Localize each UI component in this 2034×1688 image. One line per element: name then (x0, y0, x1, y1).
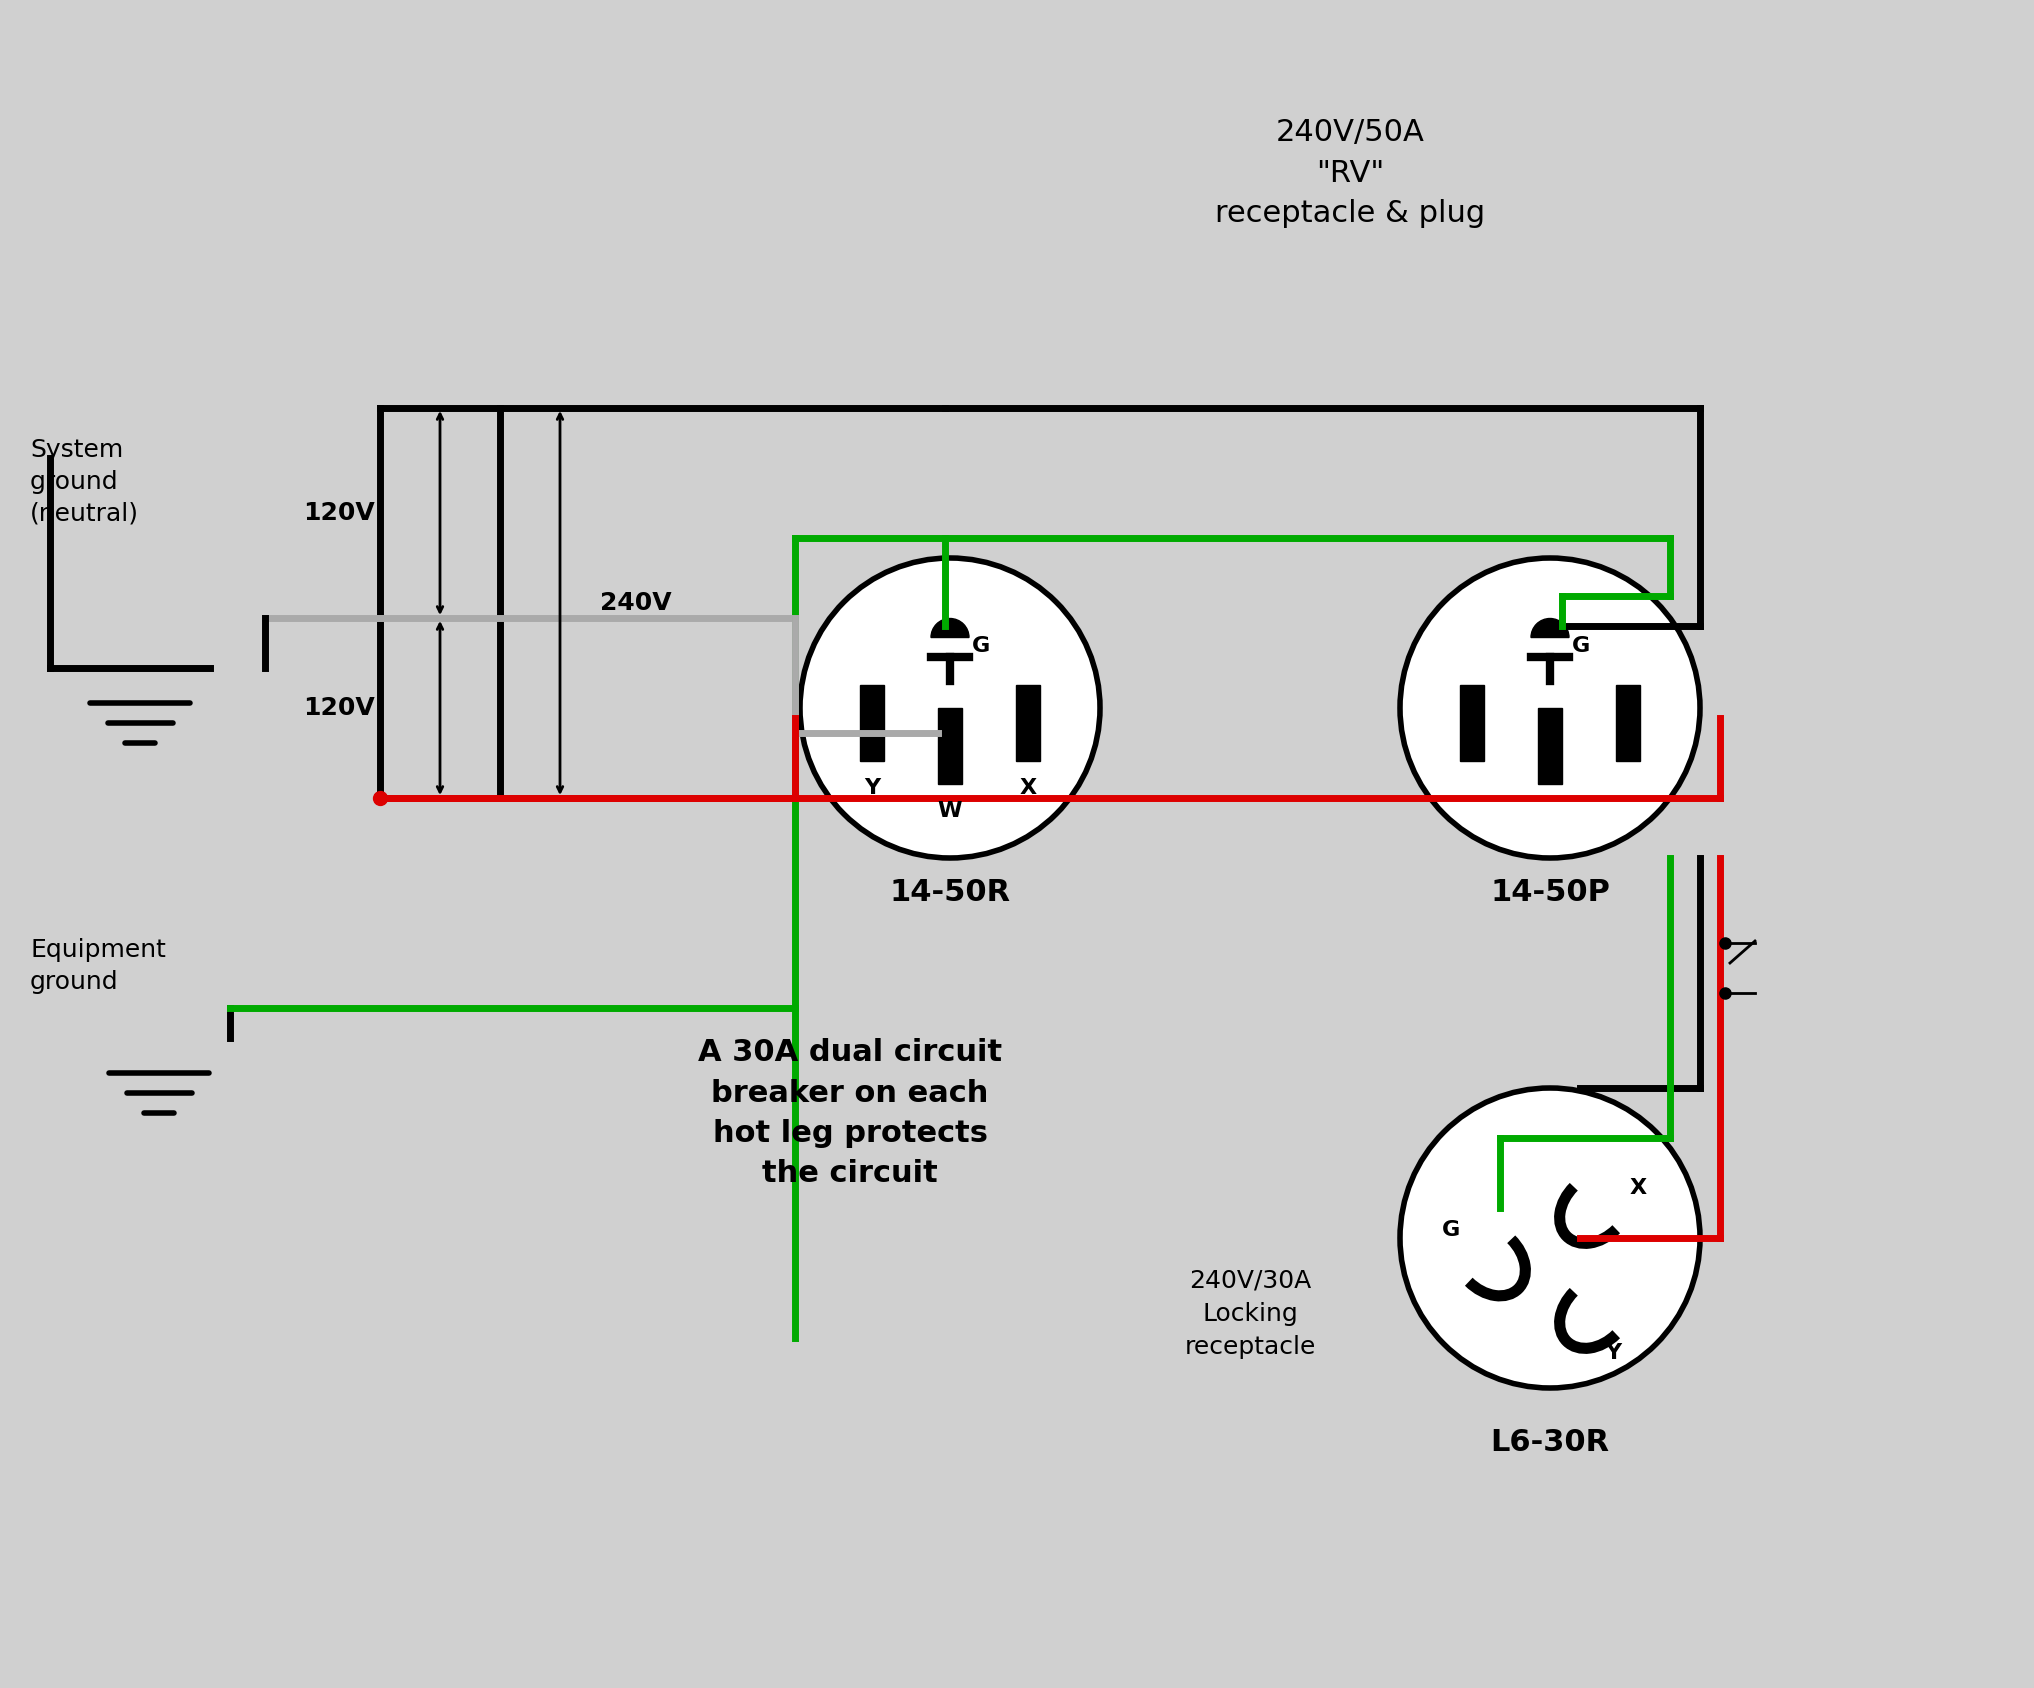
Text: G: G (1442, 1220, 1460, 1241)
Text: X: X (1019, 778, 1037, 798)
Text: 14-50P: 14-50P (1491, 878, 1611, 906)
Bar (860, 685, 885, 761)
Text: Y: Y (1605, 1344, 1621, 1362)
Bar (1017, 685, 1039, 761)
Text: A 30A dual circuit
breaker on each
hot leg protects
the circuit: A 30A dual circuit breaker on each hot l… (698, 1038, 1003, 1188)
Text: Equipment
ground: Equipment ground (31, 939, 167, 994)
Text: Y: Y (1619, 702, 1635, 722)
Text: Y: Y (864, 778, 881, 798)
Text: W: W (938, 800, 962, 820)
Circle shape (1399, 559, 1700, 858)
Bar (1460, 685, 1485, 761)
Text: 240V/50A
"RV"
receptacle & plug: 240V/50A "RV" receptacle & plug (1214, 118, 1485, 228)
Text: 240V/30A
Locking
receptacle: 240V/30A Locking receptacle (1184, 1268, 1316, 1359)
Text: L6-30R: L6-30R (1491, 1428, 1609, 1457)
Bar (1538, 707, 1562, 783)
Text: 120V: 120V (303, 501, 374, 525)
Circle shape (1399, 1089, 1700, 1388)
Text: 120V: 120V (303, 695, 374, 721)
Text: 14-50R: 14-50R (889, 878, 1011, 906)
Text: System
ground
(neutral): System ground (neutral) (31, 437, 138, 525)
Text: W: W (1538, 726, 1562, 746)
Wedge shape (932, 618, 968, 638)
Circle shape (799, 559, 1100, 858)
Text: X: X (1629, 1178, 1648, 1198)
Wedge shape (1532, 618, 1568, 638)
Bar (938, 707, 962, 783)
Text: X: X (1462, 702, 1481, 722)
Bar (1615, 685, 1639, 761)
Text: G: G (1572, 635, 1591, 655)
Text: 240V: 240V (600, 591, 671, 614)
Text: G: G (972, 635, 991, 655)
